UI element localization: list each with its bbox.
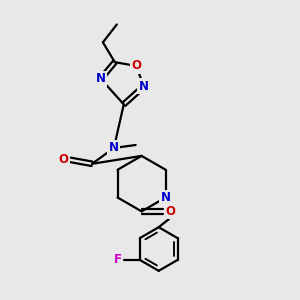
Text: O: O xyxy=(165,205,175,218)
Text: F: F xyxy=(114,254,122,266)
Text: N: N xyxy=(109,142,119,154)
Text: O: O xyxy=(131,59,141,72)
Text: O: O xyxy=(58,153,68,167)
Text: N: N xyxy=(139,80,149,93)
Text: N: N xyxy=(96,72,106,85)
Text: N: N xyxy=(160,191,171,204)
